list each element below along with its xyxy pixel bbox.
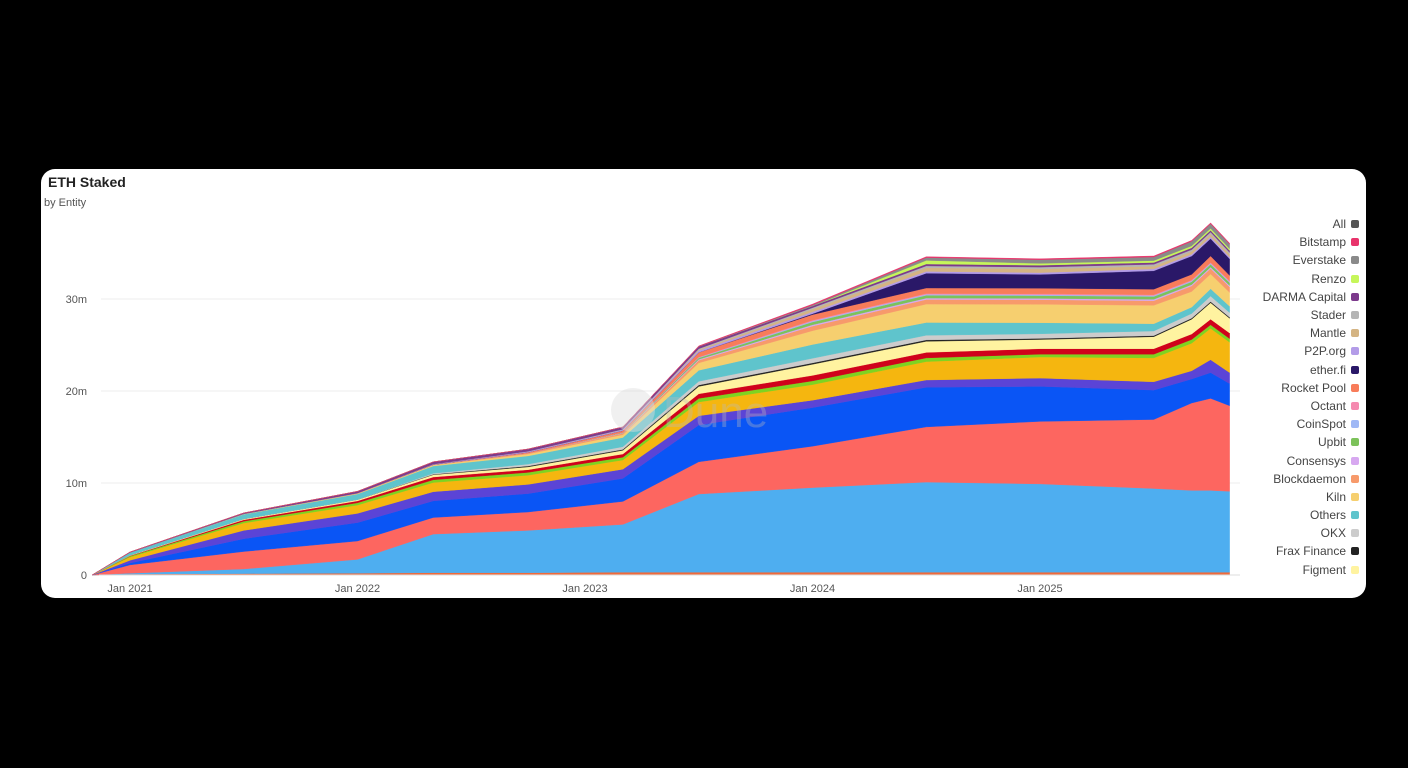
legend-label: Kiln [1325,489,1346,504]
legend-item[interactable]: Blockdaemon [1159,470,1359,488]
legend-swatch [1351,456,1359,465]
legend-item[interactable]: DARMA Capital [1159,288,1359,306]
watermark-text: Dune [663,388,768,437]
legend-swatch [1351,238,1359,247]
legend-swatch [1351,511,1359,520]
legend-swatch [1351,383,1359,392]
x-tick-label: Jan 2021 [107,583,152,595]
legend-label: Rocket Pool [1281,380,1346,395]
legend-label: Octant [1310,398,1346,413]
stacked-area-chart: 0 10m 20m 30m Jan 2021 Jan 2022 Jan 2023 Jan 20… [66,222,1240,595]
x-tick-label: Jan 2025 [1017,583,1062,595]
legend-label: Others [1309,508,1346,523]
legend-item[interactable]: ether.fi [1159,361,1359,379]
legend-item[interactable]: Figment [1159,561,1359,579]
legend-label: Consensys [1286,453,1346,468]
legend-label: Renzo [1311,271,1346,286]
legend-item[interactable]: Consensys [1159,451,1359,469]
watermark-logo [611,388,655,432]
legend-label: OKX [1320,526,1346,541]
legend-label: All [1332,217,1346,232]
legend-label: P2P.org [1304,344,1346,359]
legend-swatch [1351,292,1359,301]
legend-label: Bitstamp [1299,235,1346,250]
legend-label: DARMA Capital [1262,289,1346,304]
legend-item[interactable]: Stader [1159,306,1359,324]
legend-swatch [1351,311,1359,320]
legend-swatch [1351,274,1359,283]
legend-label: Blockdaemon [1273,471,1346,486]
x-tick-label: Jan 2024 [790,583,835,595]
legend-item[interactable]: P2P.org [1159,342,1359,360]
legend-item[interactable]: Everstake [1159,251,1359,269]
area-bitstamp [91,222,1230,576]
y-tick-label: 0 [81,570,87,582]
legend-swatch [1351,401,1359,410]
x-tick-label: Jan 2022 [335,583,380,595]
legend-swatch [1351,220,1359,229]
y-tick-label: 10m [66,478,87,490]
legend-swatch [1351,474,1359,483]
legend-item[interactable]: OKX [1159,524,1359,542]
legend-label: Mantle [1309,326,1346,341]
chart-subtitle: by Entity [44,197,87,209]
legend-swatch [1351,256,1359,265]
legend-item[interactable]: All [1159,215,1359,233]
legend-label: CoinSpot [1296,417,1346,432]
legend-item[interactable]: Mantle [1159,324,1359,342]
legend-swatch [1351,438,1359,447]
legend-swatch [1351,565,1359,574]
legend-item[interactable]: Octant [1159,397,1359,415]
legend-label: Upbit [1317,435,1346,450]
legend-swatch [1351,547,1359,556]
x-tick-label: Jan 2023 [562,583,607,595]
legend-item[interactable]: Rocket Pool [1159,379,1359,397]
legend-item[interactable]: Bitstamp [1159,233,1359,251]
legend-swatch [1351,329,1359,338]
legend-label: Frax Finance [1275,544,1346,559]
legend: All Bitstamp Everstake Renzo DARMA Capital St… [1159,215,1359,579]
chart-card: ETH Staked by Entity 0 10m 20m 30m Jan 2021 J… [41,169,1366,598]
legend-swatch [1351,492,1359,501]
legend-label: Figment [1302,562,1346,577]
legend-item[interactable]: Frax Finance [1159,542,1359,560]
legend-label: Stader [1310,308,1346,323]
legend-item[interactable]: Renzo [1159,270,1359,288]
legend-swatch [1351,529,1359,538]
y-tick-label: 20m [66,386,87,398]
legend-swatch [1351,347,1359,356]
legend-item[interactable]: Kiln [1159,488,1359,506]
legend-item[interactable]: Upbit [1159,433,1359,451]
legend-item[interactable]: Others [1159,506,1359,524]
legend-swatch [1351,365,1359,374]
y-tick-label: 30m [66,294,87,306]
chart-title: ETH Staked [48,174,126,190]
legend-label: ether.fi [1309,362,1346,377]
legend-swatch [1351,420,1359,429]
legend-item[interactable]: CoinSpot [1159,415,1359,433]
legend-label: Everstake [1292,253,1346,268]
